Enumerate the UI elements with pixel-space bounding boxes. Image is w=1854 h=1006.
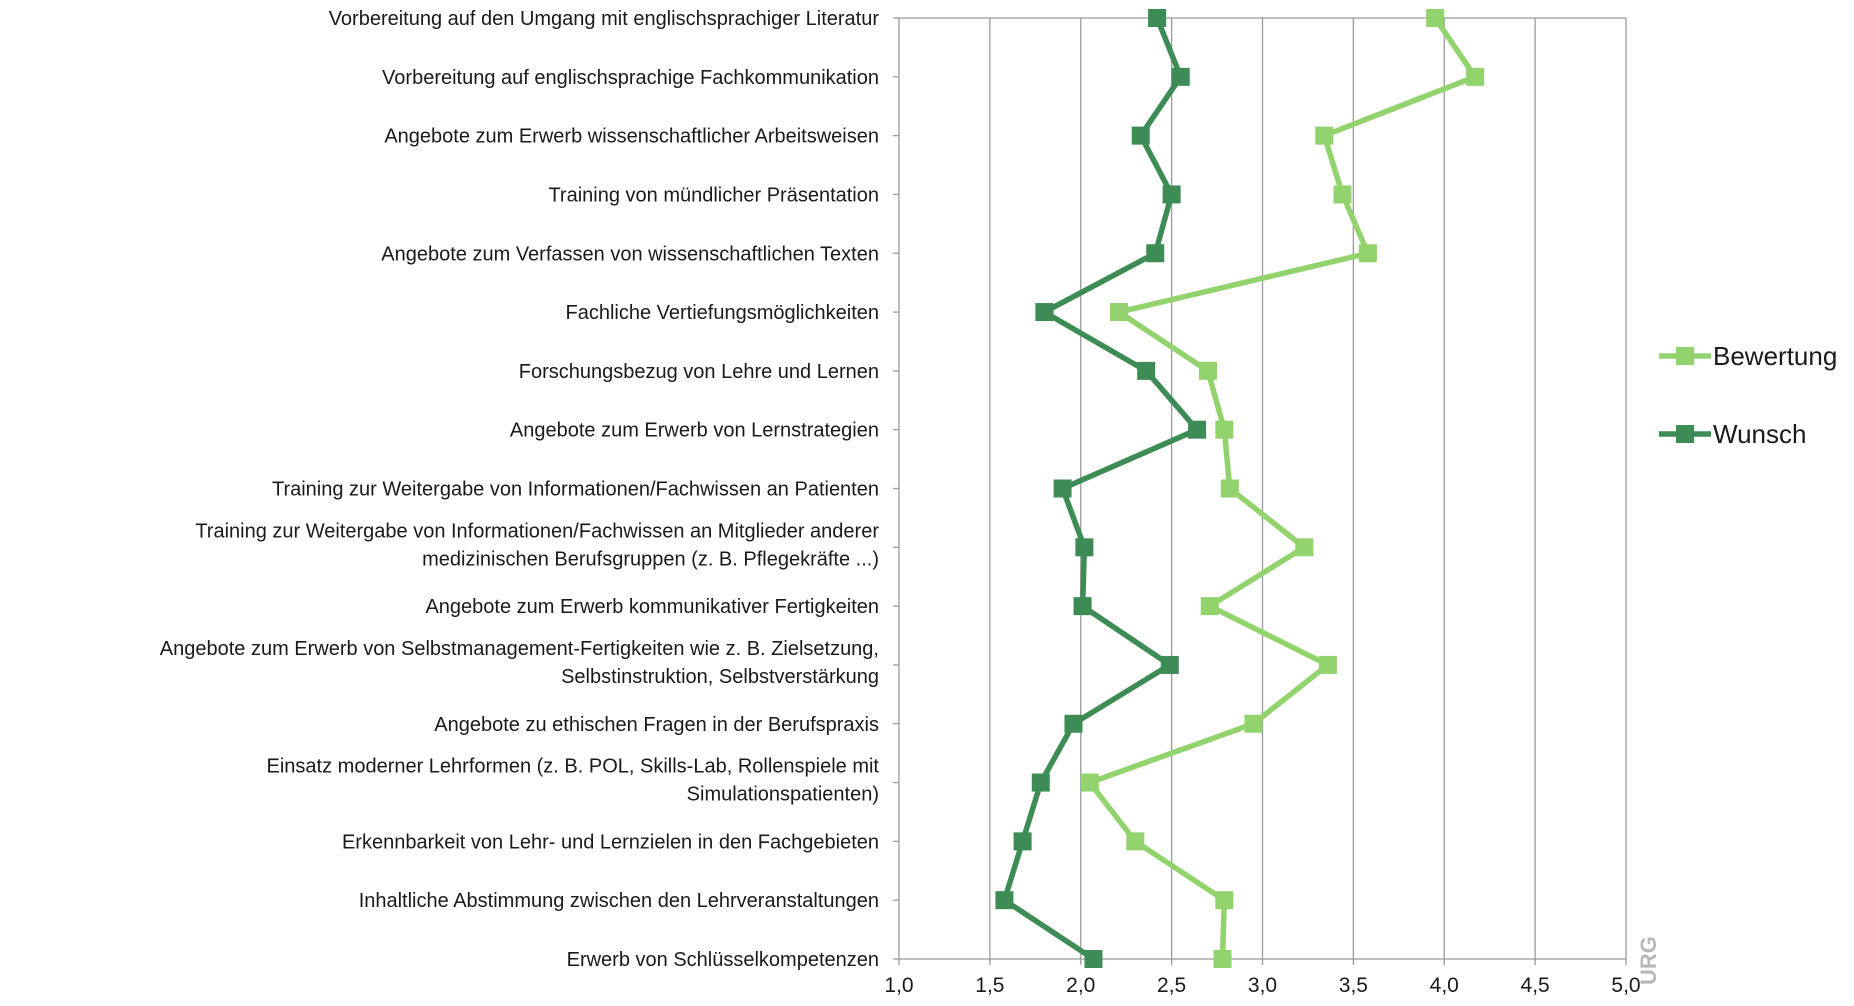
x-tick-label: 3,0 [1248,974,1277,997]
data-point-wunsch [1064,714,1083,733]
category-labels: Vorbereitung auf den Umgang mit englisch… [160,8,880,971]
legend-marker-bewertung [1676,347,1694,365]
data-point-wunsch [1035,303,1054,322]
category-label: Angebote zum Verfassen von wissenschaftl… [381,243,879,265]
category-label: Inhaltliche Abstimmung zwischen den Lehr… [359,890,879,912]
category-label: medizinischen Berufsgruppen (z. B. Pfleg… [422,548,879,570]
data-point-bewertung [1333,185,1352,204]
data-point-wunsch [1131,126,1150,145]
data-point-bewertung [1215,420,1234,439]
category-label: Erkennbarkeit von Lehr- und Lernzielen i… [342,831,879,853]
category-label: Angebote zum Erwerb von Lernstrategien [510,420,879,442]
data-point-bewertung [1213,950,1232,968]
series-lines [995,9,1485,968]
x-tick-label: 1,0 [884,974,913,997]
data-point-bewertung [1318,655,1337,674]
category-label: Training zur Weitergabe von Informatione… [195,520,879,542]
data-point-wunsch [1162,185,1181,204]
x-tick-label: 2,5 [1157,974,1186,997]
category-label: Training von mündlicher Präsentation [548,184,879,206]
data-point-wunsch [1146,244,1165,263]
x-tick-label: 1,5 [975,974,1004,997]
data-point-wunsch [1148,9,1167,27]
data-point-bewertung [1126,832,1145,851]
x-tick-label: 4,5 [1521,974,1550,997]
data-point-wunsch [995,891,1014,910]
category-label: Simulationspatienten) [687,784,879,806]
category-label: Training zur Weitergabe von Informatione… [272,479,879,501]
data-point-wunsch [1073,597,1092,616]
data-point-bewertung [1358,244,1377,263]
data-point-bewertung [1198,361,1217,380]
series-line-wunsch [1001,16,1200,962]
data-point-bewertung [1466,67,1485,86]
data-point-bewertung [1200,597,1219,616]
category-label: Angebote zum Erwerb wissenschaftlicher A… [384,126,879,148]
data-point-wunsch [1013,832,1032,851]
data-point-bewertung [1426,9,1445,27]
category-label: Angebote zum Erwerb von Selbstmanagement… [160,638,879,660]
x-tick-label: 2,0 [1066,974,1095,997]
category-label: Angebote zum Erwerb kommunikativer Ferti… [425,596,879,618]
category-label: Vorbereitung auf den Umgang mit englisch… [329,8,880,30]
x-tick-label: 5,0 [1611,974,1640,997]
category-label: Forschungsbezug von Lehre und Lernen [519,361,879,383]
x-axis-tick-labels: 1,0 1,5 2,0 2,5 3,0 3,5 4,0 4,5 5,0 [884,974,1640,997]
data-point-wunsch [1053,479,1072,498]
data-point-bewertung [1080,773,1099,792]
data-point-wunsch [1075,538,1094,557]
data-point-bewertung [1220,479,1239,498]
data-point-bewertung [1295,538,1314,557]
category-label: Selbstinstruktion, Selbstverstärkung [561,666,879,688]
category-label: Vorbereitung auf englischsprachige Fachk… [382,67,879,89]
x-tick-label: 4,0 [1430,974,1459,997]
data-point-wunsch [1084,950,1103,968]
x-tick-label: 3,5 [1339,974,1368,997]
data-point-bewertung [1244,714,1263,733]
data-point-wunsch [1171,67,1190,86]
legend-marker-wunsch [1676,425,1694,443]
watermark-text: URG [1636,936,1661,985]
legend-label-wunsch: Wunsch [1713,419,1806,449]
data-point-wunsch [1160,655,1179,674]
data-point-wunsch [1188,420,1207,439]
data-point-wunsch [1031,773,1050,792]
data-point-wunsch [1137,361,1156,380]
grid [893,17,1627,965]
category-label: Fachliche Vertiefungsmöglichkeiten [565,302,879,324]
data-point-bewertung [1215,891,1234,910]
legend: Bewertung Wunsch [1659,341,1837,449]
data-point-bewertung [1109,303,1128,322]
legend-label-bewertung: Bewertung [1713,341,1837,371]
category-label: Angebote zu ethischen Fragen in der Beru… [434,714,879,736]
category-label: Erwerb von Schlüsselkompetenzen [567,949,879,971]
data-point-bewertung [1315,126,1334,145]
category-label: Einsatz moderner Lehrformen (z. B. POL, … [267,756,880,778]
series-line-bewertung [1087,16,1478,960]
